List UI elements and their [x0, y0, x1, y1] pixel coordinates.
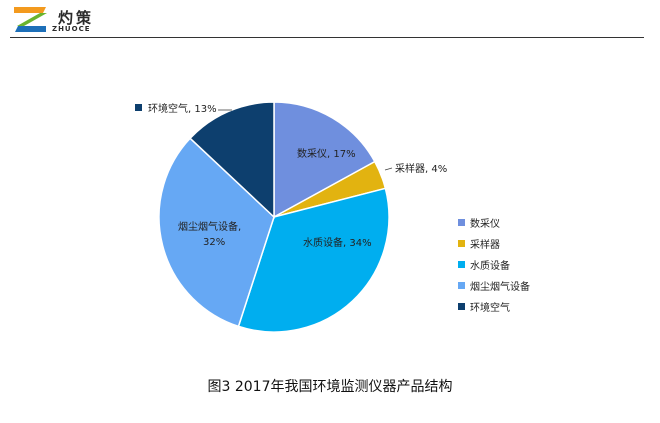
chart-legend: 数采仪 采样器 水质设备 烟尘烟气设备 环境空气 — [458, 212, 530, 317]
logo-z-icon — [14, 7, 47, 32]
pie-slice-环境空气 — [189, 101, 275, 219]
logo-subtitle: ZHUOCE — [52, 25, 91, 33]
legend-item-烟尘烟气设备: 烟尘烟气设备 — [458, 275, 530, 296]
legend-item-采样器: 采样器 — [458, 233, 530, 254]
legend-label: 烟尘烟气设备 — [470, 282, 530, 293]
slice-label-数采仪: 数采仪, 17% — [297, 147, 356, 160]
pie-slice-水质设备 — [237, 187, 390, 333]
legend-swatch — [458, 240, 465, 247]
legend-swatch — [458, 219, 465, 226]
legend-swatch — [458, 282, 465, 289]
legend-swatch — [458, 303, 465, 310]
figure-caption: 图3 2017年我国环境监测仪器产品结构 — [207, 379, 453, 395]
legend-label: 数采仪 — [470, 219, 500, 230]
slice-label-marker-环境空气 — [135, 104, 142, 111]
legend-label: 采样器 — [470, 240, 500, 251]
zhuoce-logo: 灼策 ZHUOCE — [10, 4, 130, 34]
legend-swatch — [458, 261, 465, 268]
pie-slice-数采仪 — [273, 101, 376, 219]
slice-label-烟尘烟气设备-pct: 32% — [203, 237, 225, 248]
legend-label: 水质设备 — [470, 261, 510, 272]
slice-label-环境空气: 环境空气, 13% — [148, 102, 217, 115]
header-divider — [10, 37, 644, 38]
slice-label-烟尘烟气设备: 烟尘烟气设备, — [178, 220, 241, 233]
slice-label-水质设备: 水质设备, 34% — [303, 236, 372, 249]
pie-slice-烟尘烟气设备 — [158, 137, 275, 328]
legend-item-水质设备: 水质设备 — [458, 254, 530, 275]
slice-label-采样器: 采样器, 4% — [395, 162, 447, 175]
legend-item-数采仪: 数采仪 — [458, 212, 530, 233]
leader-line-采样器 — [384, 167, 393, 171]
legend-item-环境空气: 环境空气 — [458, 296, 530, 317]
legend-label: 环境空气 — [470, 303, 510, 314]
logo-name: 灼策 — [58, 9, 95, 27]
